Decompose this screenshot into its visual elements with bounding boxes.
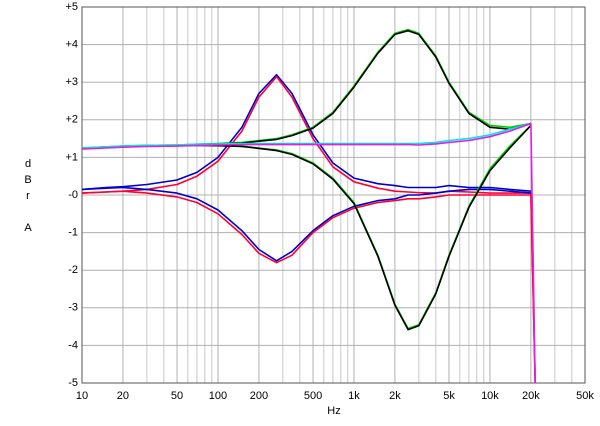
x-axis-label: Hz — [327, 405, 340, 417]
x-tick-label: 200 — [250, 390, 268, 402]
x-tick-label: 20 — [117, 390, 129, 402]
series-line — [81, 75, 536, 384]
y-axis-label: dBr A — [22, 158, 34, 238]
y-tick-label: +2 — [65, 114, 78, 126]
x-tick-label: 5k — [443, 390, 455, 402]
x-tick-label: 50k — [576, 390, 594, 402]
x-tick-label: 100 — [209, 390, 227, 402]
y-tick-label: -2 — [68, 264, 78, 276]
series-line — [81, 190, 536, 384]
series-line — [81, 122, 532, 149]
y-tick-label: +5 — [65, 1, 78, 13]
series-line — [81, 122, 536, 384]
y-tick-label: -1 — [68, 227, 78, 239]
series-line — [81, 73, 531, 192]
x-tick-label: 20k — [522, 390, 540, 402]
x-tick-label: 10 — [76, 390, 88, 402]
x-tick-label: 500 — [304, 390, 322, 402]
x-tick-label: 1k — [348, 390, 360, 402]
y-tick-label: -4 — [68, 339, 78, 351]
y-tick-label: -3 — [68, 302, 78, 314]
series-line — [81, 186, 531, 262]
plot-frame — [81, 6, 586, 384]
x-tick-label: 10k — [481, 390, 499, 402]
x-tick-label: 2k — [389, 390, 401, 402]
y-tick-label: +1 — [65, 151, 78, 163]
x-tick-label: 50 — [171, 390, 183, 402]
y-tick-label: -0 — [68, 189, 78, 201]
y-tick-label: +3 — [65, 76, 78, 88]
y-tick-label: +4 — [65, 39, 78, 51]
y-tick-label: -5 — [68, 377, 78, 389]
